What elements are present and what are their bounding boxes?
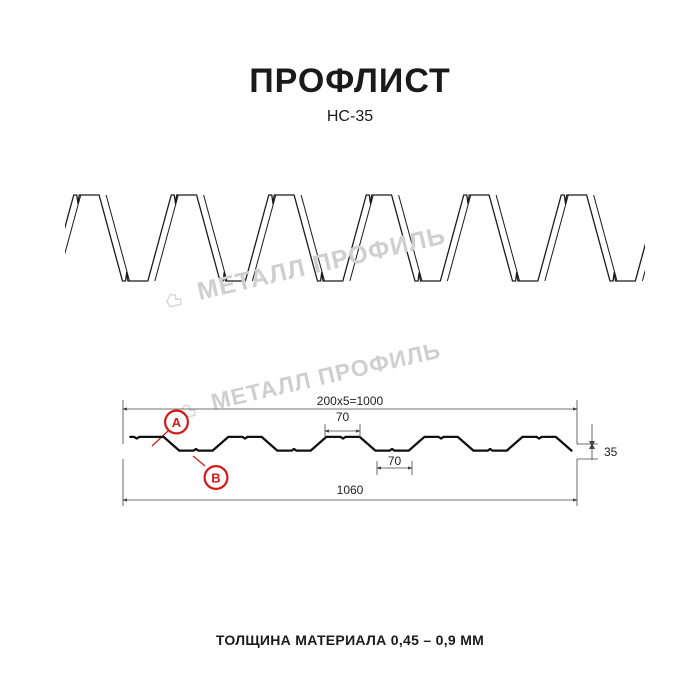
- svg-text:1060: 1060: [337, 483, 364, 497]
- svg-text:35: 35: [604, 445, 618, 459]
- svg-text:B: B: [211, 471, 220, 486]
